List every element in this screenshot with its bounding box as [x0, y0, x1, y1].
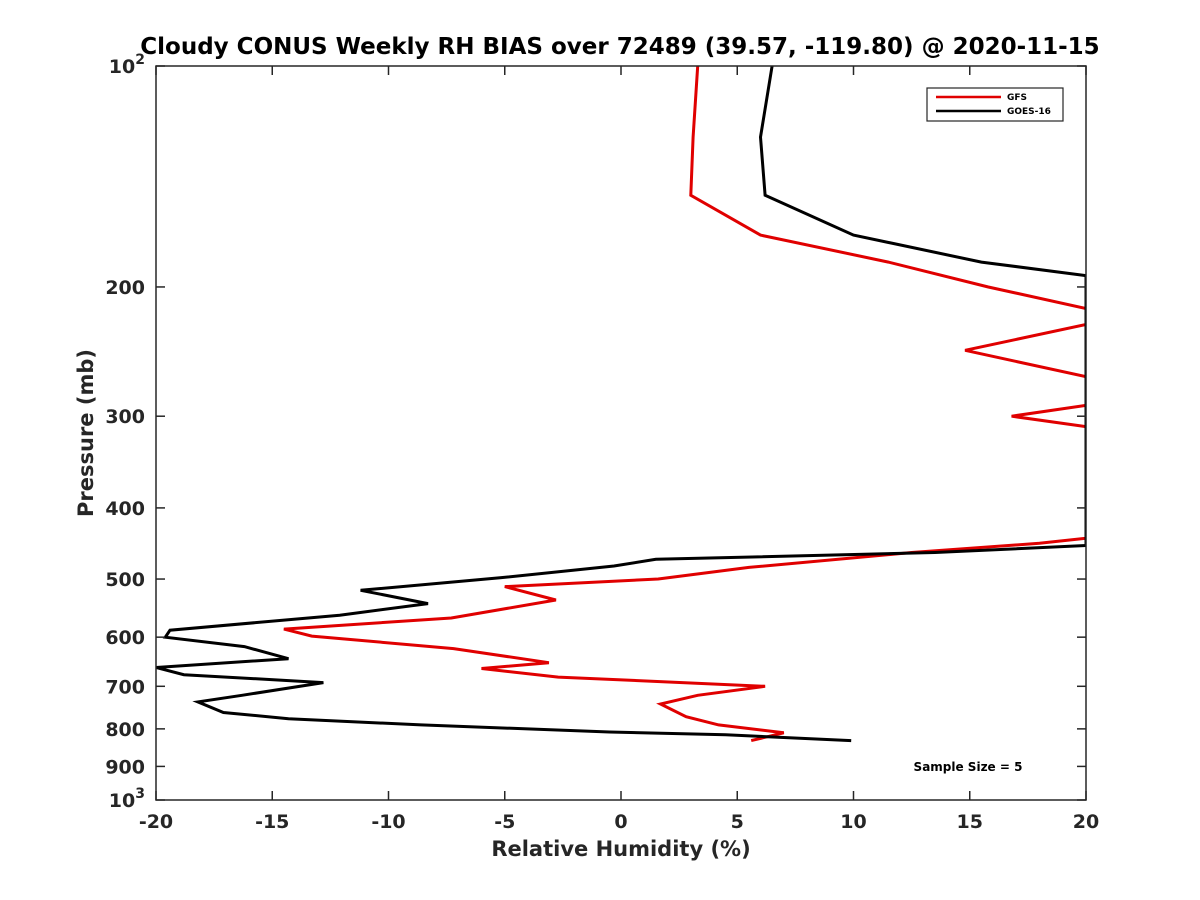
x-axis-label: Relative Humidity (%) — [491, 837, 750, 861]
y-tick-label: 300 — [105, 406, 145, 428]
y-axis-label: Pressure (mb) — [74, 349, 98, 517]
x-tick-label: -5 — [494, 811, 515, 833]
x-tick-label: 20 — [1073, 811, 1099, 833]
x-tick-label: -20 — [139, 811, 173, 833]
chart-title: Cloudy CONUS Weekly RH BIAS over 72489 (… — [140, 34, 1099, 60]
x-tick-label: -15 — [255, 811, 289, 833]
y-tick-label: 800 — [105, 719, 145, 741]
plot-lines — [156, 66, 1086, 743]
y-tick-label: 500 — [105, 569, 145, 591]
x-tick-label: 10 — [840, 811, 866, 833]
sample-size-note: Sample Size = 5 — [914, 760, 1023, 774]
x-tick-label: 5 — [731, 811, 744, 833]
y-tick-label: 103 — [109, 786, 145, 812]
x-tick-label: 15 — [957, 811, 983, 833]
legend-label-gfs: GFS — [1007, 93, 1027, 103]
legend: GFS GOES-16 — [926, 87, 1064, 122]
y-tick-label: 600 — [105, 627, 145, 649]
series-line-goes-16 — [156, 66, 1086, 743]
y-tick-label: 400 — [105, 498, 145, 520]
y-tick-label: 900 — [105, 756, 145, 778]
x-tick-label: -10 — [371, 811, 405, 833]
legend-label-goes-16: GOES-16 — [1007, 107, 1051, 117]
series-line-gfs — [283, 66, 1086, 743]
legend-box — [926, 87, 1064, 122]
axis-ticks: -20 -15 -10 -5 0 5 10 15 20 102 200 300 400 500 600 700… — [105, 52, 1099, 833]
y-tick-label: 700 — [105, 676, 145, 698]
axes-frame — [155, 65, 1087, 801]
y-tick-label: 200 — [105, 277, 145, 299]
y-tick-label: 102 — [109, 52, 145, 78]
x-tick-label: 0 — [614, 811, 627, 833]
